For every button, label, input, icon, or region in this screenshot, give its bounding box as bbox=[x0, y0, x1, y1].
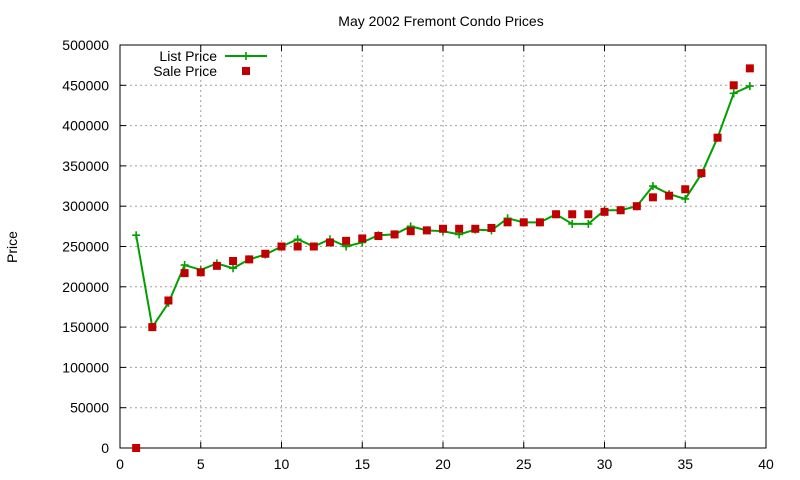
sale-price-point bbox=[261, 249, 270, 258]
sale-price-point bbox=[600, 207, 609, 216]
x-tick-label: 40 bbox=[758, 456, 774, 472]
sale-price-point bbox=[487, 223, 496, 232]
y-tick-label: 450000 bbox=[62, 77, 109, 93]
y-tick-label: 150000 bbox=[62, 319, 109, 335]
sale-price-point bbox=[632, 202, 641, 211]
y-tick-label: 0 bbox=[101, 440, 109, 456]
legend-label-list-price: List Price bbox=[159, 48, 217, 64]
y-tick-label: 50000 bbox=[70, 400, 109, 416]
sale-price-point bbox=[455, 224, 464, 233]
sale-price-point bbox=[164, 296, 173, 305]
sale-price-point bbox=[471, 224, 480, 233]
y-tick-label: 300000 bbox=[62, 198, 109, 214]
sale-price-point bbox=[681, 185, 690, 194]
legend-marker-list-price bbox=[242, 52, 250, 60]
list-price-point bbox=[584, 219, 593, 228]
sale-price-point bbox=[439, 224, 447, 233]
sale-price-point bbox=[729, 81, 738, 90]
sale-price-point bbox=[212, 261, 221, 270]
series-layer bbox=[132, 64, 754, 452]
y-tick-label: 350000 bbox=[62, 158, 109, 174]
sale-price-point bbox=[648, 193, 657, 202]
x-tick-label: 30 bbox=[597, 456, 613, 472]
grid bbox=[120, 45, 766, 448]
sale-price-point bbox=[309, 242, 318, 251]
x-tick-label: 35 bbox=[677, 456, 693, 472]
sale-price-point bbox=[616, 206, 625, 215]
sale-price-point bbox=[665, 191, 674, 200]
list-price-point bbox=[681, 194, 690, 203]
x-tick-label: 10 bbox=[274, 456, 290, 472]
list-price-point bbox=[729, 89, 738, 98]
sale-price-point bbox=[132, 444, 141, 452]
sale-price-point bbox=[277, 242, 286, 251]
sale-price-point bbox=[713, 133, 722, 142]
chart-title: May 2002 Fremont Condo Prices bbox=[338, 13, 543, 29]
list-price-point bbox=[745, 82, 754, 91]
sale-price-point bbox=[503, 218, 512, 227]
sale-price-point bbox=[229, 257, 238, 266]
list-price-point bbox=[180, 261, 189, 270]
sale-price-point bbox=[180, 269, 189, 278]
sale-price-point bbox=[552, 210, 561, 219]
x-tick-label: 20 bbox=[435, 456, 451, 472]
y-tick-label: 100000 bbox=[62, 359, 109, 375]
legend-label-sale-price: Sale Price bbox=[153, 63, 217, 79]
y-tick-label: 500000 bbox=[62, 37, 109, 53]
sale-price-point bbox=[422, 226, 431, 235]
sale-price-point bbox=[293, 242, 302, 251]
x-tick-label: 5 bbox=[197, 456, 205, 472]
sale-price-point bbox=[245, 255, 254, 264]
list-price-point bbox=[568, 219, 577, 228]
y-tick-label: 250000 bbox=[62, 239, 109, 255]
y-tick-label: 200000 bbox=[62, 279, 109, 295]
list-price-point bbox=[293, 235, 302, 244]
sale-price-point bbox=[697, 169, 706, 178]
sale-price-point bbox=[374, 232, 383, 241]
sale-price-point bbox=[342, 236, 351, 245]
x-tick-label: 25 bbox=[516, 456, 532, 472]
sale-price-point bbox=[196, 268, 205, 277]
sale-price-point bbox=[568, 210, 577, 219]
legend-swatch-sale-price bbox=[242, 67, 250, 75]
list-price-point bbox=[132, 231, 141, 240]
legend: List Price Sale Price bbox=[153, 48, 267, 79]
sale-price-point bbox=[148, 323, 157, 332]
sale-price-point bbox=[535, 218, 544, 227]
sale-price-point bbox=[390, 230, 399, 239]
list-price-point bbox=[648, 182, 657, 191]
sale-price-point bbox=[584, 210, 593, 219]
axis-ticks: 0 5 10 15 20 25 30 35 40 0 50000 100000 150000 200000… bbox=[62, 37, 774, 472]
y-axis-label: Price bbox=[4, 231, 20, 263]
list-price-point bbox=[229, 264, 238, 273]
sale-price-point bbox=[519, 218, 528, 227]
y-tick-label: 400000 bbox=[62, 118, 109, 134]
sale-price-point bbox=[406, 227, 415, 236]
x-tick-label: 15 bbox=[354, 456, 370, 472]
sale-price-point bbox=[745, 64, 754, 73]
sale-price-point bbox=[325, 238, 334, 247]
sale-price-point bbox=[358, 234, 367, 243]
x-tick-label: 0 bbox=[116, 456, 124, 472]
